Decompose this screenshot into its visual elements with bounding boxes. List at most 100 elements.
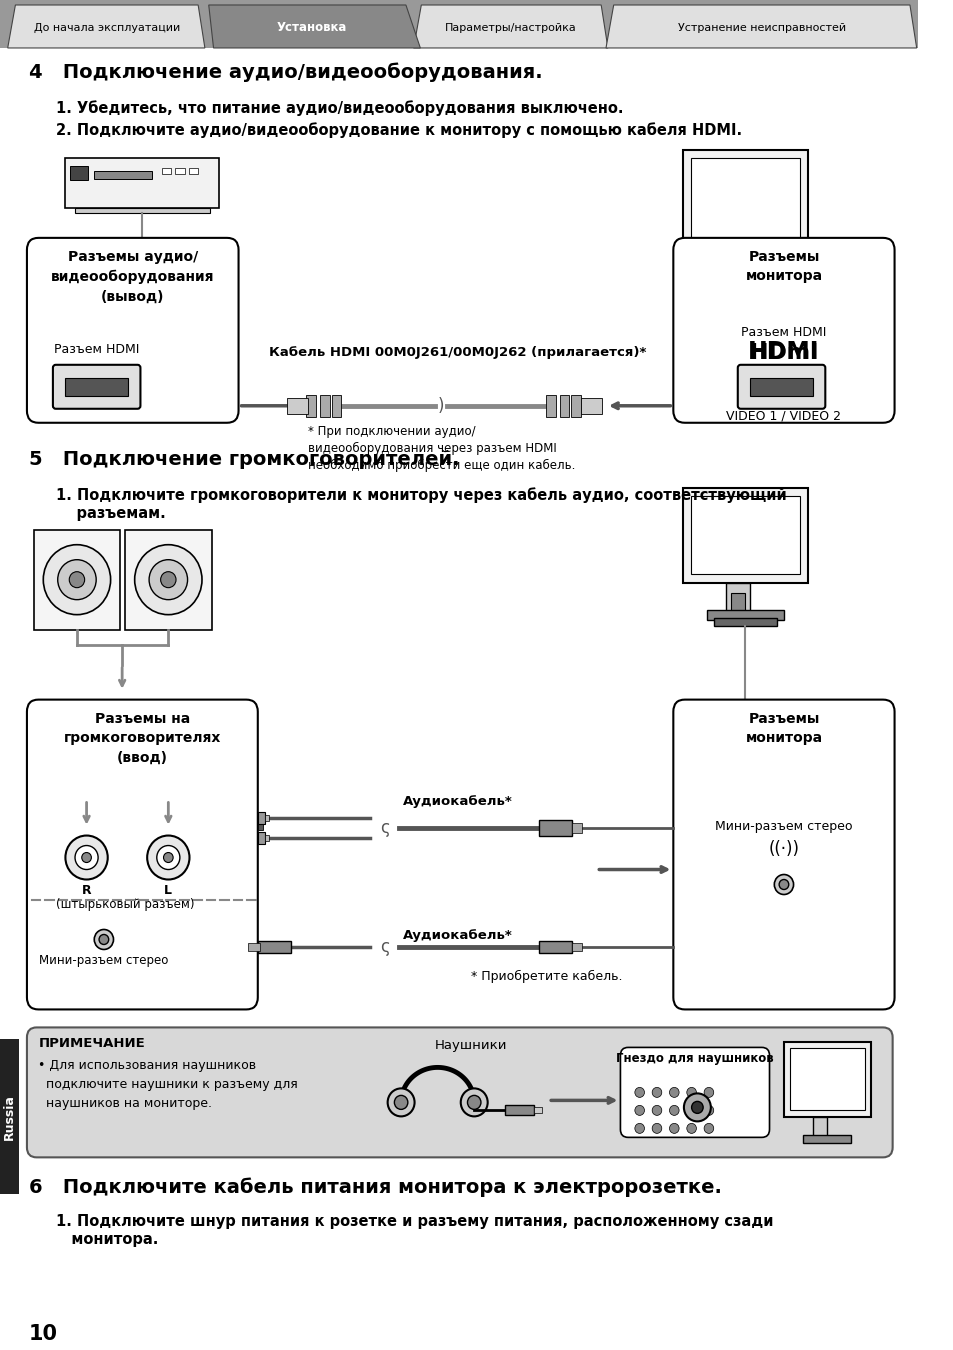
Text: 1. Подключите громкоговорители к монитору через кабель аудио, соответствующий
  : 1. Подключите громкоговорители к монитор…: [55, 487, 785, 521]
Text: 1. Подключите шнур питания к розетке и разъему питания, расположенному сзади
   : 1. Подключите шнур питания к розетке и р…: [55, 1215, 773, 1247]
Circle shape: [703, 1087, 713, 1098]
Bar: [725, 583, 749, 614]
FancyBboxPatch shape: [673, 699, 894, 1010]
Circle shape: [57, 560, 96, 599]
Bar: [730, 593, 744, 610]
Bar: [802, 1135, 850, 1143]
Text: Наушники: Наушники: [435, 1040, 507, 1053]
Text: Разъемы на
громкоговорителях
(ввод): Разъемы на громкоговорителях (ввод): [64, 711, 221, 764]
Bar: [538, 819, 572, 836]
Text: 4   Подключение аудио/видеооборудования.: 4 Подключение аудио/видеооборудования.: [29, 62, 542, 81]
Text: L: L: [164, 883, 172, 896]
Text: Аудиокабель*: Аудиокабель*: [402, 795, 512, 807]
Circle shape: [634, 1106, 644, 1115]
Circle shape: [703, 1106, 713, 1115]
Text: Разъемы
монитора: Разъемы монитора: [744, 250, 821, 284]
Text: ς: ς: [379, 818, 389, 837]
Bar: [504, 1106, 534, 1115]
Text: Мини-разъем стерео: Мини-разъем стерео: [715, 819, 852, 833]
Text: Кабель HDMI 00M0J261/00M0J262 (прилагается)*: Кабель HDMI 00M0J261/00M0J262 (прилагает…: [269, 346, 646, 359]
Bar: [257, 811, 265, 824]
Text: ((·)): ((·)): [767, 840, 799, 857]
FancyBboxPatch shape: [52, 364, 140, 409]
Circle shape: [70, 571, 85, 587]
Bar: [706, 610, 783, 620]
Text: Russia: Russia: [3, 1095, 16, 1141]
Text: * Приобретите кабель.: * Приобретите кабель.: [471, 969, 622, 983]
Bar: [812, 1118, 826, 1139]
Circle shape: [394, 1095, 408, 1110]
Bar: [320, 394, 330, 417]
Bar: [572, 944, 581, 952]
Text: HDmI: HDmI: [749, 343, 818, 363]
Circle shape: [43, 544, 111, 614]
Circle shape: [774, 875, 793, 895]
Bar: [175, 167, 185, 174]
Circle shape: [686, 1087, 696, 1098]
Bar: [125, 529, 212, 629]
Bar: [75, 208, 210, 213]
Bar: [789, 1049, 863, 1111]
Bar: [711, 279, 779, 290]
Circle shape: [669, 1087, 679, 1098]
Bar: [713, 618, 777, 625]
Bar: [189, 167, 198, 174]
Text: • Для использования наушников
  подключите наушники к разъему для
  наушников на: • Для использования наушников подключите…: [38, 1060, 298, 1111]
Text: Параметры/настройка: Параметры/настройка: [445, 23, 577, 32]
Bar: [783, 1042, 869, 1118]
Bar: [265, 834, 269, 841]
Text: 5   Подключение громкоговорителей.: 5 Подключение громкоговорителей.: [29, 450, 459, 468]
FancyBboxPatch shape: [27, 238, 238, 423]
Text: Установка: Установка: [276, 22, 347, 35]
Text: До начала эксплуатации: До начала эксплуатации: [33, 23, 180, 32]
Circle shape: [460, 1088, 487, 1116]
Text: Аудиокабель*: Аудиокабель*: [402, 930, 512, 942]
Circle shape: [686, 1123, 696, 1134]
Circle shape: [147, 836, 190, 879]
Circle shape: [94, 930, 113, 949]
Circle shape: [149, 560, 188, 599]
Text: 6   Подключите кабель питания монитора к электророзетке.: 6 Подключите кабель питания монитора к э…: [29, 1177, 721, 1197]
Bar: [306, 394, 315, 417]
Bar: [66, 158, 219, 208]
Circle shape: [634, 1087, 644, 1098]
Text: (штырьковый разъем): (штырьковый разъем): [55, 898, 194, 910]
Bar: [720, 288, 769, 296]
Text: ): ): [436, 397, 443, 414]
Circle shape: [691, 1102, 702, 1114]
Text: Разъемы аудио/
видеооборудования
(вывод): Разъемы аудио/ видеооборудования (вывод): [51, 250, 214, 304]
FancyBboxPatch shape: [673, 238, 894, 423]
Circle shape: [467, 1095, 480, 1110]
Text: 10: 10: [29, 1324, 58, 1345]
Circle shape: [634, 1123, 644, 1134]
Circle shape: [82, 853, 91, 863]
Circle shape: [75, 845, 98, 869]
Bar: [738, 259, 751, 279]
Bar: [248, 944, 259, 952]
Text: ПРИМЕЧАНИЕ: ПРИМЕЧАНИЕ: [38, 1037, 145, 1050]
Circle shape: [683, 1094, 710, 1122]
Circle shape: [652, 1087, 661, 1098]
Bar: [0, 1040, 19, 1195]
Circle shape: [163, 853, 172, 863]
Bar: [94, 171, 152, 180]
Text: VIDEO 1 / VIDEO 2: VIDEO 1 / VIDEO 2: [725, 410, 841, 423]
Text: Устранение неисправностей: Устранение неисправностей: [677, 23, 845, 32]
Bar: [690, 158, 800, 240]
Text: Разъем HDMI: Разъем HDMI: [740, 325, 825, 339]
Text: Разъем HDMI: Разъем HDMI: [53, 343, 139, 356]
Text: Разъемы
монитора: Разъемы монитора: [744, 711, 821, 745]
Circle shape: [387, 1088, 415, 1116]
Text: R: R: [82, 883, 91, 896]
Text: ς: ς: [379, 938, 389, 956]
Bar: [546, 394, 556, 417]
FancyBboxPatch shape: [27, 1027, 892, 1157]
Bar: [33, 529, 120, 629]
Circle shape: [156, 845, 180, 869]
Text: Гнездо для наушников: Гнездо для наушников: [616, 1053, 773, 1065]
Circle shape: [652, 1123, 661, 1134]
Bar: [286, 398, 308, 413]
Circle shape: [686, 1106, 696, 1115]
Circle shape: [669, 1123, 679, 1134]
Bar: [690, 495, 800, 574]
